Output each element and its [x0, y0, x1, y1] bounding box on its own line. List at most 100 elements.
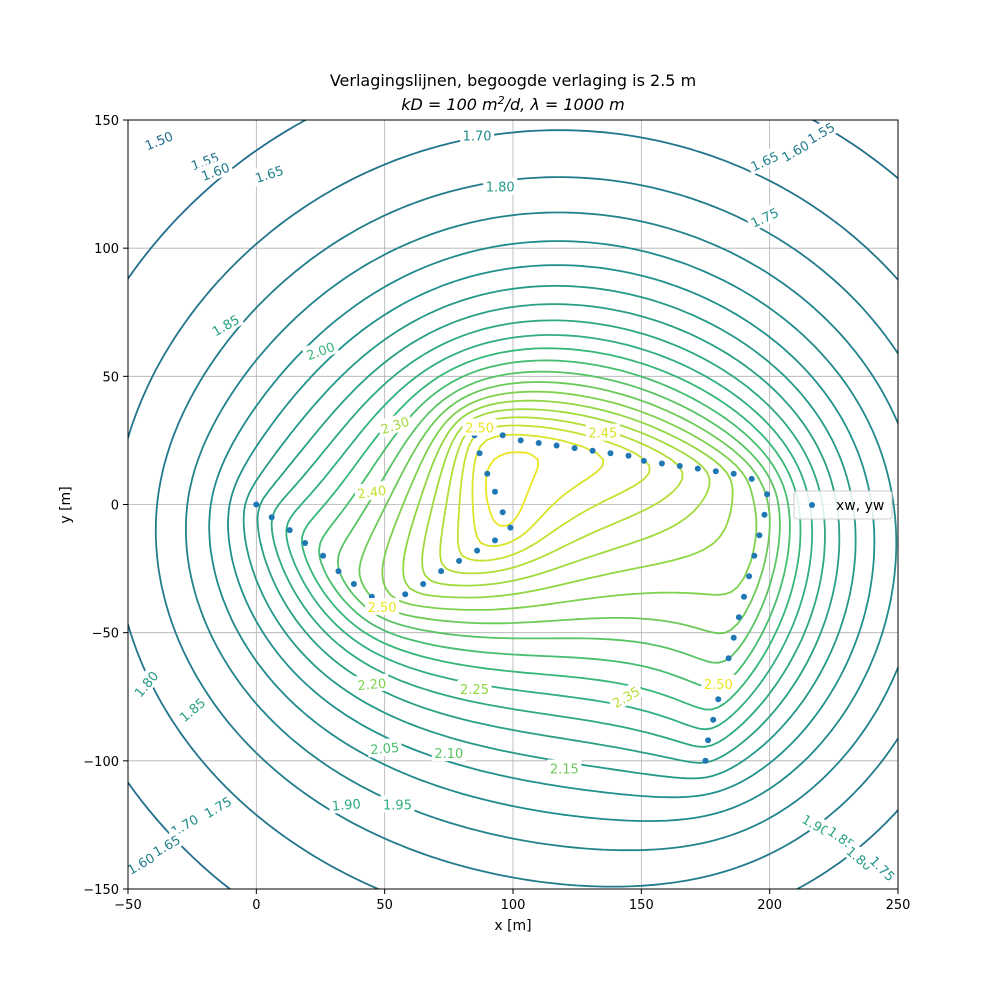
contour-label: 2.10 — [431, 744, 466, 762]
contour-label-text: 2.25 — [460, 683, 489, 698]
chart-title-line2: kD = 100 m2/d, λ = 1000 m — [401, 94, 625, 114]
contour-line-1.70 — [208, 240, 898, 822]
contour-label-bg — [375, 411, 414, 438]
contour-label: 1.90 — [328, 793, 364, 815]
contour-label: 1.70 — [460, 126, 495, 144]
contour-line-1.80 — [242, 285, 857, 780]
contour-label-text: 1.80 — [486, 181, 515, 196]
well-point — [499, 509, 506, 516]
well-point — [492, 488, 498, 495]
contour-label-text: 1.75 — [749, 206, 782, 232]
well-point — [302, 540, 309, 546]
x-tick-label: 250 — [886, 898, 911, 913]
contour-line-1.50 — [128, 120, 898, 889]
contour-label: 1.95 — [380, 795, 415, 813]
contour-line-1.85 — [256, 303, 841, 764]
contour-label: 2.50 — [701, 674, 736, 693]
contour-label: 2.40 — [353, 480, 390, 503]
y-tick-label: 50 — [102, 370, 119, 385]
contour-label: 1.75 — [745, 202, 784, 232]
x-tick-label: 50 — [376, 898, 393, 913]
contour-line-2.25 — [402, 399, 734, 599]
contour-label-text: 2.15 — [550, 763, 579, 778]
well-point — [710, 716, 717, 723]
well-point — [484, 470, 491, 477]
well-point — [730, 470, 737, 477]
contour-label-bg — [483, 177, 518, 195]
contour-label-bg — [206, 308, 245, 341]
contour-label-bg — [353, 480, 390, 502]
well-point — [438, 568, 445, 575]
well-point — [712, 468, 719, 475]
well-point — [350, 581, 357, 587]
contour-lines — [128, 120, 898, 889]
contour-label-bg — [301, 336, 340, 365]
contour-label-text: 2.20 — [357, 677, 387, 694]
well-point — [756, 532, 763, 539]
x-tick-label: −50 — [114, 898, 141, 913]
legend: xw, yw — [793, 490, 893, 520]
contour-label-bg — [745, 202, 784, 232]
well-point — [761, 511, 768, 518]
contour-label: 2.05 — [366, 737, 403, 758]
contour-label-bg — [196, 157, 235, 185]
contour-label-bg — [457, 680, 492, 698]
well-point — [253, 501, 260, 508]
well-point — [517, 437, 524, 444]
contour-line-2.00 — [301, 347, 802, 711]
well-point — [702, 757, 709, 764]
contour-label-bg — [328, 793, 364, 814]
contour-label: 2.15 — [547, 759, 582, 778]
contour-label-text: 1.90 — [331, 797, 361, 814]
well-point — [751, 552, 758, 559]
legend-label: xw, yw — [836, 498, 884, 514]
y-axis-label: y [m] — [58, 486, 74, 523]
well-point — [625, 452, 632, 459]
contour-label-text: 2.50 — [368, 601, 397, 616]
contour-label: 2.25 — [457, 680, 492, 698]
contour-label-bg — [864, 850, 901, 887]
contour-label-text: 2.50 — [704, 678, 733, 693]
well-point — [335, 568, 342, 575]
contour-label-bg — [841, 840, 879, 876]
well-points — [253, 427, 771, 764]
contour-label-text: 1.65 — [254, 164, 286, 187]
well-point — [748, 475, 755, 482]
contour-line-1.60 — [154, 176, 898, 888]
contour-label: 2.45 — [585, 423, 620, 442]
well-point — [764, 491, 771, 498]
well-point — [741, 593, 747, 600]
contour-line-2.20 — [381, 390, 758, 611]
contour-label: 1.50 — [139, 125, 178, 155]
contour-label: 2.00 — [301, 336, 340, 365]
well-point — [746, 573, 753, 580]
well-point — [571, 445, 578, 452]
contour-label-bg — [139, 125, 178, 155]
chart-title-line1: Verlagingslijnen, begoogde verlaging is … — [330, 71, 696, 90]
contour-label: 1.85 — [206, 308, 245, 341]
x-tick-label: 0 — [252, 898, 260, 913]
contour-line-2.05 — [318, 359, 791, 689]
well-point — [474, 547, 481, 554]
contour-label: 1.85 — [173, 691, 211, 727]
contour-labels: 1.501.551.60 1.651.701.801.852.002.302.40… — [121, 116, 901, 887]
contour-line-1.55 — [128, 129, 898, 889]
well-point — [694, 465, 701, 472]
contour-label-bg — [121, 847, 160, 879]
well-point — [535, 440, 542, 446]
well-point — [705, 737, 712, 744]
well-point — [320, 552, 327, 559]
contour-label-bg — [173, 691, 211, 727]
well-point — [268, 514, 275, 521]
well-point — [499, 432, 506, 439]
contour-label-bg — [460, 126, 495, 144]
x-tick-label: 150 — [629, 898, 654, 913]
well-point — [420, 581, 427, 587]
contour-label-bg — [128, 665, 164, 703]
axis-ticks: −50 0 50 100 150 200 250 −150 −100 −50 0 50 100 150 — [83, 114, 910, 913]
contour-label: 2.20 — [354, 673, 390, 694]
well-point — [725, 655, 732, 662]
contour-label-bg — [380, 795, 415, 813]
contour-label-text: 1.95 — [383, 798, 412, 813]
